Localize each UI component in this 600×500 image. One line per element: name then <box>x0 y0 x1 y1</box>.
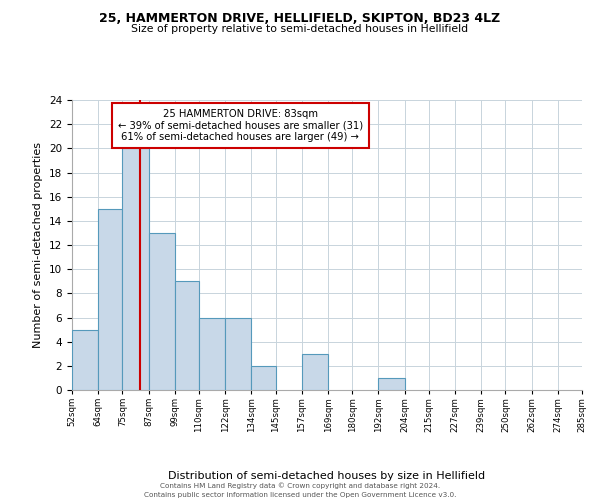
Bar <box>72 330 98 390</box>
Bar <box>302 354 328 390</box>
Bar <box>225 318 251 390</box>
Bar <box>122 148 149 390</box>
Bar <box>199 318 225 390</box>
Text: 25, HAMMERTON DRIVE, HELLIFIELD, SKIPTON, BD23 4LZ: 25, HAMMERTON DRIVE, HELLIFIELD, SKIPTON… <box>100 12 500 26</box>
X-axis label: Distribution of semi-detached houses by size in Hellifield: Distribution of semi-detached houses by … <box>169 470 485 480</box>
Text: 25 HAMMERTON DRIVE: 83sqm
← 39% of semi-detached houses are smaller (31)
61% of : 25 HAMMERTON DRIVE: 83sqm ← 39% of semi-… <box>118 108 363 142</box>
Bar <box>175 281 199 390</box>
Text: Contains HM Land Registry data © Crown copyright and database right 2024.: Contains HM Land Registry data © Crown c… <box>160 482 440 489</box>
Y-axis label: Number of semi-detached properties: Number of semi-detached properties <box>34 142 43 348</box>
Bar <box>251 366 275 390</box>
Text: Size of property relative to semi-detached houses in Hellifield: Size of property relative to semi-detach… <box>131 24 469 34</box>
Bar <box>98 209 122 390</box>
Bar <box>149 233 175 390</box>
Bar <box>379 378 405 390</box>
Text: Contains public sector information licensed under the Open Government Licence v3: Contains public sector information licen… <box>144 492 456 498</box>
